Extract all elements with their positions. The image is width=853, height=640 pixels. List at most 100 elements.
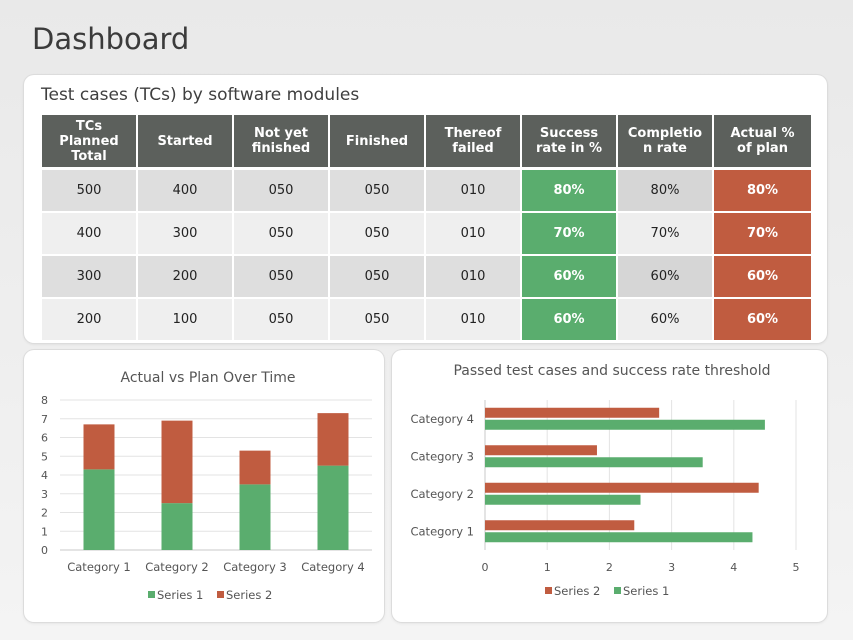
cell-actual-of-plan: 70% — [714, 213, 813, 256]
bar-series-2-category-1 — [485, 520, 635, 531]
cell-completion-rate: 60% — [618, 299, 714, 342]
bar-series-1-category-2 — [485, 494, 641, 505]
cell-thereof-failed: 010 — [426, 299, 522, 342]
x-tick-label: 3 — [668, 561, 675, 574]
legend-label: Series 2 — [554, 584, 600, 598]
header-completion-rate: Completio n rate — [618, 115, 714, 170]
actual-vs-plan-card: Actual vs Plan Over Time 0 1 2 3 4 5 6 7 8 Categor… — [24, 350, 384, 622]
cell-success-rate: 60% — [522, 256, 618, 299]
cell-planned-total: 200 — [42, 299, 138, 342]
y-tick-label: Category 4 — [410, 412, 474, 426]
cell-success-rate: 80% — [522, 170, 618, 213]
x-tick-label: 0 — [482, 561, 489, 574]
bar-series-1-category-4 — [485, 419, 765, 430]
cell-planned-total: 500 — [42, 170, 138, 213]
legend-label: Series 1 — [623, 584, 669, 598]
table-title: Test cases (TCs) by software modules — [41, 85, 360, 105]
x-tick-label: Category 1 — [67, 560, 131, 574]
legend-label: Series 1 — [157, 588, 203, 602]
header-actual-of-plan: Actual % of plan — [714, 115, 813, 170]
y-tick-label: 3 — [41, 488, 48, 501]
hbar-chart-title: Passed test cases and success rate thres… — [453, 363, 770, 379]
bar-series-2-category-4 — [317, 413, 349, 466]
cell-finished: 050 — [330, 213, 426, 256]
y-tick-label: Category 3 — [410, 449, 474, 463]
header-not-yet-finished: Not yet finished — [234, 115, 330, 170]
bar-series-1-category-3 — [485, 457, 703, 468]
table-row: 500 400 050 050 010 80% 80% 80% — [42, 170, 813, 213]
cell-actual-of-plan: 60% — [714, 299, 813, 342]
cell-completion-rate: 70% — [618, 213, 714, 256]
test-cases-card: Test cases (TCs) by software modules TCs… — [24, 75, 827, 343]
legend-swatch — [217, 591, 224, 598]
header-planned-total: TCs Planned Total — [42, 115, 138, 170]
cell-started: 100 — [138, 299, 234, 342]
legend-label: Series 2 — [226, 588, 272, 602]
cell-thereof-failed: 010 — [426, 213, 522, 256]
cell-not-yet-finished: 050 — [234, 170, 330, 213]
header-thereof-failed: Thereof failed — [426, 115, 522, 170]
x-tick-label: Category 2 — [145, 560, 209, 574]
cell-not-yet-finished: 050 — [234, 299, 330, 342]
cell-not-yet-finished: 050 — [234, 213, 330, 256]
header-started: Started — [138, 115, 234, 170]
y-tick-label: 5 — [41, 450, 48, 463]
bar-series-1-category-4 — [317, 465, 349, 550]
cell-finished: 050 — [330, 170, 426, 213]
cell-success-rate: 70% — [522, 213, 618, 256]
cell-actual-of-plan: 60% — [714, 256, 813, 299]
cell-actual-of-plan: 80% — [714, 170, 813, 213]
stacked-chart-title: Actual vs Plan Over Time — [121, 370, 296, 386]
x-tick-label: Category 3 — [223, 560, 287, 574]
legend-swatch — [148, 591, 155, 598]
bar-series-1-category-1 — [485, 532, 753, 543]
bar-series-1-category-3 — [239, 484, 271, 550]
bar-series-2-category-3 — [485, 445, 597, 456]
table-header-row: TCs Planned Total Started Not yet finished Fin… — [42, 115, 813, 170]
table-row: 400 300 050 050 010 70% 70% 70% — [42, 213, 813, 256]
x-tick-label: 5 — [793, 561, 800, 574]
cell-started: 200 — [138, 256, 234, 299]
x-tick-label: 4 — [730, 561, 737, 574]
cell-started: 400 — [138, 170, 234, 213]
cell-thereof-failed: 010 — [426, 256, 522, 299]
y-tick-label: 7 — [41, 413, 48, 426]
cell-thereof-failed: 010 — [426, 170, 522, 213]
y-tick-label: 0 — [41, 544, 48, 557]
actual-vs-plan-chart: Actual vs Plan Over Time 0 1 2 3 4 5 6 7 8 Categor… — [41, 370, 372, 602]
page-title: Dashboard — [32, 22, 190, 56]
passed-test-cases-card: Passed test cases and success rate thres… — [392, 350, 827, 622]
cell-finished: 050 — [330, 256, 426, 299]
bar-series-2-category-4 — [485, 407, 660, 418]
legend-swatch — [614, 587, 621, 594]
bar-series-2-category-1 — [83, 424, 115, 470]
cell-started: 300 — [138, 213, 234, 256]
x-tick-label: Category 4 — [301, 560, 365, 574]
cell-success-rate: 60% — [522, 299, 618, 342]
y-tick-label: 2 — [41, 507, 48, 520]
header-finished: Finished — [330, 115, 426, 170]
cell-not-yet-finished: 050 — [234, 256, 330, 299]
x-tick-label: 1 — [544, 561, 551, 574]
cell-completion-rate: 80% — [618, 170, 714, 213]
y-tick-label: Category 1 — [410, 524, 474, 538]
test-cases-table: TCs Planned Total Started Not yet finished Fin… — [42, 115, 813, 342]
bar-series-1-category-1 — [83, 469, 115, 550]
y-tick-label: Category 2 — [410, 487, 474, 501]
y-tick-label: 1 — [41, 525, 48, 538]
header-success-rate: Success rate in % — [522, 115, 618, 170]
table-row: 200 100 050 050 010 60% 60% 60% — [42, 299, 813, 342]
bar-series-2-category-2 — [161, 420, 193, 504]
cell-planned-total: 400 — [42, 213, 138, 256]
bar-series-2-category-3 — [239, 450, 271, 485]
cell-planned-total: 300 — [42, 256, 138, 299]
y-tick-label: 8 — [41, 394, 48, 407]
cell-finished: 050 — [330, 299, 426, 342]
x-tick-label: 2 — [606, 561, 613, 574]
bar-series-2-category-2 — [485, 482, 759, 493]
y-tick-label: 4 — [41, 469, 48, 482]
bar-series-1-category-2 — [161, 503, 193, 550]
cell-completion-rate: 60% — [618, 256, 714, 299]
table-row: 300 200 050 050 010 60% 60% 60% — [42, 256, 813, 299]
legend-swatch — [545, 587, 552, 594]
